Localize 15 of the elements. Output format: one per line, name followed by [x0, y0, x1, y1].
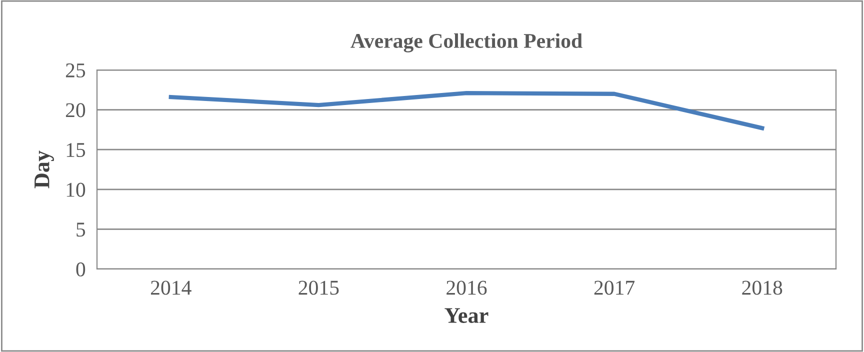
y-axis-title: Day — [34, 150, 54, 188]
x-tick-label: 2017 — [594, 280, 635, 295]
x-tick-label: 2015 — [298, 280, 339, 295]
chart-title: Average Collection Period — [350, 33, 582, 52]
y-tick-label: 20 — [66, 103, 86, 118]
y-tick-label: 10 — [66, 182, 86, 197]
y-tick-label: 15 — [66, 143, 86, 158]
x-axis-title: Year — [444, 308, 488, 323]
y-tick-label: 25 — [66, 63, 86, 78]
x-tick-label: 2016 — [446, 280, 487, 295]
y-tick-label: 0 — [76, 262, 86, 276]
x-tick-label: 2014 — [150, 280, 192, 295]
line-series — [168, 91, 764, 130]
y-tick-label: 5 — [76, 222, 86, 237]
x-tick-label: 2018 — [742, 280, 782, 295]
